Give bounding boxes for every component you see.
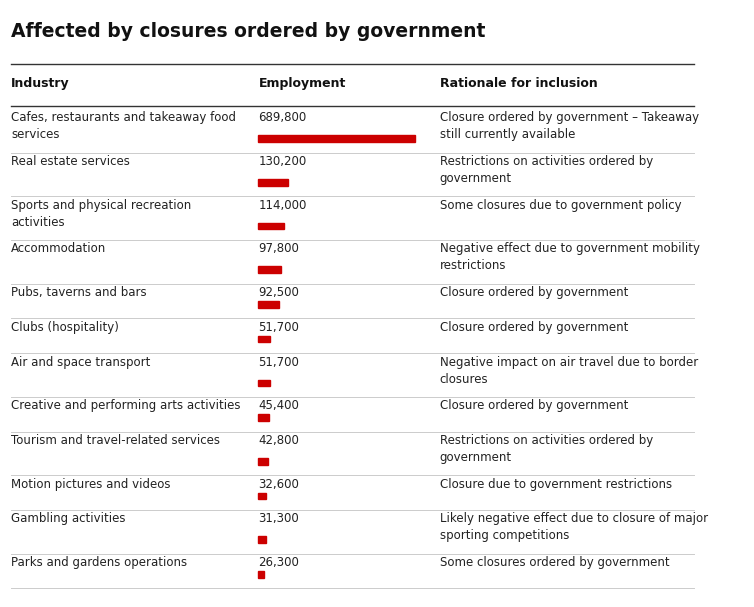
Bar — [259, 223, 284, 229]
Text: Likely negative effect due to closure of major
sporting competitions: Likely negative effect due to closure of… — [440, 512, 708, 543]
Text: Cafes, restaurants and takeaway food
services: Cafes, restaurants and takeaway food ser… — [11, 111, 236, 141]
Text: Restrictions on activities ordered by
government: Restrictions on activities ordered by go… — [440, 434, 653, 464]
Text: Clubs (hospitality): Clubs (hospitality) — [11, 321, 119, 334]
Text: Tourism and travel-related services: Tourism and travel-related services — [11, 434, 220, 447]
Text: Real estate services: Real estate services — [11, 155, 130, 168]
Text: 51,700: 51,700 — [259, 321, 299, 334]
Text: Air and space transport: Air and space transport — [11, 356, 151, 368]
Text: 114,000: 114,000 — [259, 198, 307, 212]
Text: Some closures ordered by government: Some closures ordered by government — [440, 556, 670, 569]
Bar — [259, 135, 415, 142]
Bar — [259, 301, 280, 308]
Text: Closure ordered by government: Closure ordered by government — [440, 286, 628, 299]
Bar — [259, 537, 265, 543]
Bar — [259, 179, 288, 186]
Text: Parks and gardens operations: Parks and gardens operations — [11, 556, 187, 569]
Text: 26,300: 26,300 — [259, 556, 299, 569]
Bar — [259, 266, 280, 273]
Bar — [259, 571, 265, 578]
Text: 51,700: 51,700 — [259, 356, 299, 368]
Text: 92,500: 92,500 — [259, 286, 299, 299]
Text: Industry: Industry — [11, 77, 70, 90]
Text: Restrictions on activities ordered by
government: Restrictions on activities ordered by go… — [440, 155, 653, 185]
Text: Creative and performing arts activities: Creative and performing arts activities — [11, 399, 241, 412]
Text: Closure due to government restrictions: Closure due to government restrictions — [440, 478, 672, 490]
Bar — [259, 379, 270, 386]
Text: Rationale for inclusion: Rationale for inclusion — [440, 77, 597, 90]
Text: 97,800: 97,800 — [259, 242, 299, 256]
Text: Closure ordered by government: Closure ordered by government — [440, 399, 628, 412]
Text: 689,800: 689,800 — [259, 111, 307, 124]
Text: Gambling activities: Gambling activities — [11, 512, 126, 526]
Text: 45,400: 45,400 — [259, 399, 299, 412]
Text: Closure ordered by government: Closure ordered by government — [440, 321, 628, 334]
Text: Sports and physical recreation
activities: Sports and physical recreation activitie… — [11, 198, 192, 229]
Text: Affected by closures ordered by government: Affected by closures ordered by governme… — [11, 22, 486, 41]
Text: 42,800: 42,800 — [259, 434, 299, 447]
Text: Accommodation: Accommodation — [11, 242, 106, 256]
Bar — [259, 336, 270, 342]
Bar — [259, 493, 266, 500]
Text: Pubs, taverns and bars: Pubs, taverns and bars — [11, 286, 147, 299]
Text: Employment: Employment — [259, 77, 346, 90]
Bar — [259, 458, 268, 464]
Text: 32,600: 32,600 — [259, 478, 299, 490]
Text: Negative effect due to government mobility
restrictions: Negative effect due to government mobili… — [440, 242, 700, 273]
Text: Negative impact on air travel due to border
closures: Negative impact on air travel due to bor… — [440, 356, 698, 385]
Text: 31,300: 31,300 — [259, 512, 299, 526]
Text: 130,200: 130,200 — [259, 155, 307, 168]
Bar — [259, 414, 268, 421]
Text: Closure ordered by government – Takeaway
still currently available: Closure ordered by government – Takeaway… — [440, 111, 699, 141]
Text: Motion pictures and videos: Motion pictures and videos — [11, 478, 170, 490]
Text: Some closures due to government policy: Some closures due to government policy — [440, 198, 681, 212]
